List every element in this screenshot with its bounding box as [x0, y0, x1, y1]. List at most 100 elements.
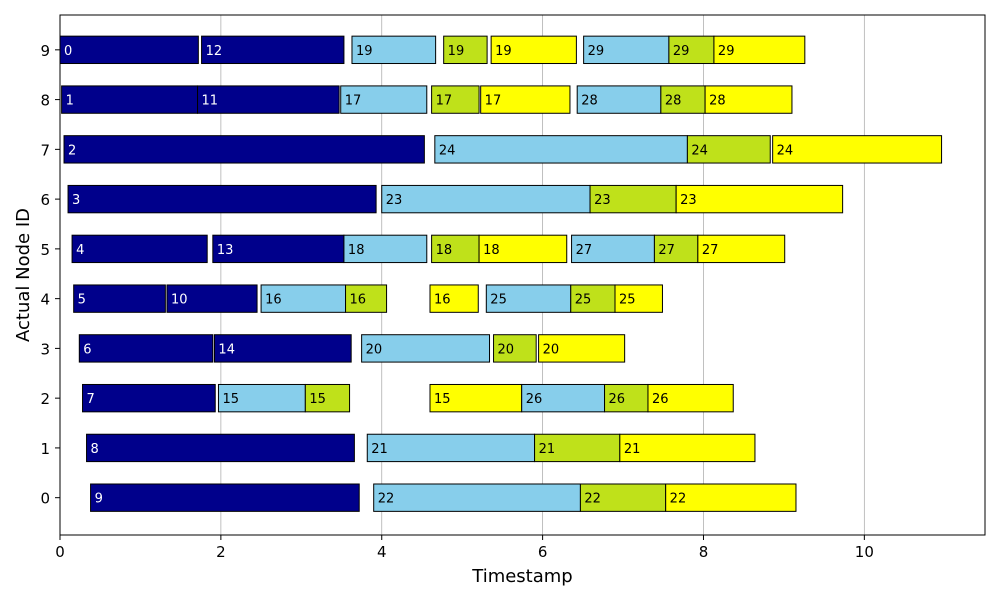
task-bar: 15 — [304, 383, 351, 413]
task-label: 18 — [436, 243, 453, 258]
task-bar: 24 — [434, 135, 688, 164]
task-bar: 19 — [443, 35, 488, 65]
task-bar-rect — [431, 234, 480, 264]
task-bar: 19 — [351, 35, 437, 65]
task-bar: 20 — [538, 334, 626, 363]
task-bar-rect — [614, 284, 663, 313]
task-bar-rect — [78, 334, 214, 363]
task-label: 2 — [68, 143, 76, 158]
task-bar-rect — [340, 85, 428, 114]
task-bar: 2 — [63, 135, 425, 164]
task-bar: 14 — [213, 334, 352, 363]
y-axis-title: Actual Node ID — [13, 208, 34, 342]
task-bar: 16 — [345, 284, 388, 313]
y-tick-label: 3 — [40, 340, 50, 358]
task-bar: 27 — [653, 234, 699, 264]
task-bar: 16 — [429, 284, 479, 313]
task-bar-rect — [304, 383, 351, 413]
task-bar-rect — [67, 184, 377, 214]
task-bar-rect — [345, 284, 388, 313]
task-bar: 26 — [604, 383, 649, 413]
task-label: 19 — [356, 44, 373, 59]
task-bar-rect — [493, 334, 537, 363]
task-bar: 28 — [576, 85, 662, 114]
task-label: 6 — [83, 342, 91, 357]
task-bar: 3 — [67, 184, 377, 214]
task-bar-rect — [490, 35, 577, 65]
task-label: 27 — [702, 243, 719, 258]
task-bar: 25 — [614, 284, 663, 313]
task-bar: 10 — [166, 284, 258, 313]
task-bar-rect — [668, 35, 715, 65]
task-bar-rect — [86, 433, 355, 463]
task-bar: 7 — [82, 383, 216, 413]
task-bar-rect — [166, 284, 258, 313]
task-label: 27 — [576, 243, 593, 258]
task-bar-rect — [373, 483, 581, 512]
task-bar: 4 — [71, 234, 208, 264]
task-bar: 18 — [343, 234, 428, 264]
task-bar: 21 — [366, 433, 536, 463]
task-label: 26 — [526, 392, 543, 407]
task-bars: 0 12 19 19 19 29 29 291 11 17 17 17 28 28 282 24 24 243 23… — [59, 35, 943, 512]
task-bar: 17 — [340, 85, 428, 114]
task-label: 16 — [434, 293, 451, 308]
task-bar-rect — [534, 433, 621, 463]
y-tick-label: 8 — [40, 92, 50, 110]
task-bar-rect — [713, 35, 806, 65]
task-label: 1 — [66, 94, 74, 109]
task-bar: 13 — [212, 234, 345, 264]
task-bar: 16 — [260, 284, 347, 313]
task-label: 28 — [581, 94, 598, 109]
task-bar: 23 — [675, 184, 844, 214]
task-label: 28 — [709, 94, 726, 109]
task-bar: 17 — [480, 85, 571, 114]
task-bar: 15 — [429, 383, 523, 413]
task-bar-rect — [213, 334, 352, 363]
task-label: 24 — [439, 143, 456, 158]
task-bar: 5 — [73, 284, 166, 313]
task-bar-rect — [478, 234, 568, 264]
task-bar: 29 — [713, 35, 806, 65]
task-label: 25 — [490, 293, 507, 308]
task-label: 15 — [222, 392, 239, 407]
task-label: 22 — [670, 492, 687, 507]
task-label: 17 — [436, 94, 453, 109]
task-bar-rect — [343, 234, 428, 264]
task-label: 0 — [64, 44, 72, 59]
task-bar: 22 — [579, 483, 667, 512]
task-bar-rect — [212, 234, 345, 264]
task-label: 19 — [448, 44, 465, 59]
task-label: 25 — [619, 293, 636, 308]
task-label: 19 — [495, 44, 512, 59]
task-label: 4 — [76, 243, 84, 258]
y-tick-label: 4 — [40, 291, 50, 309]
task-label: 23 — [594, 193, 611, 208]
task-bar: 24 — [686, 135, 771, 164]
task-bar-rect — [429, 284, 479, 313]
task-label: 3 — [72, 193, 80, 208]
task-bar: 28 — [660, 85, 706, 114]
task-bar: 6 — [78, 334, 214, 363]
task-bar-rect — [201, 35, 345, 65]
task-bar: 23 — [589, 184, 677, 214]
task-bar: 0 — [59, 35, 199, 65]
task-label: 9 — [95, 492, 103, 507]
task-label: 23 — [680, 193, 697, 208]
task-label: 15 — [434, 392, 451, 407]
task-label: 20 — [498, 342, 515, 357]
task-bar-rect — [589, 184, 677, 214]
task-label: 22 — [584, 492, 601, 507]
task-bar-rect — [443, 35, 488, 65]
task-label: 25 — [575, 293, 592, 308]
task-bar: 26 — [647, 383, 734, 413]
task-bar-rect — [197, 85, 340, 114]
task-bar: 1 — [61, 85, 199, 114]
task-bar-rect — [665, 483, 797, 512]
task-bar: 9 — [90, 483, 360, 512]
task-bar: 17 — [431, 85, 480, 114]
task-bar-rect — [361, 334, 491, 363]
task-bar-rect — [351, 35, 437, 65]
task-label: 14 — [218, 342, 235, 357]
